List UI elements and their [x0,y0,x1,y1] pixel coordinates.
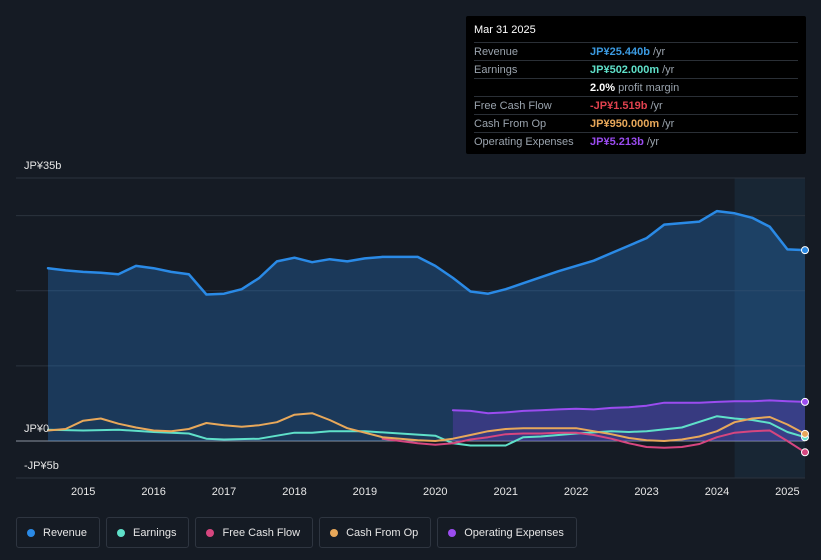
revenue-area [48,211,805,441]
tooltip-row: Operating Expenses JP¥5.213b/yr [474,132,798,150]
cash-from-op-line [47,412,806,442]
legend-label: Cash From Op [346,526,419,539]
free-cash-flow-line [381,429,806,454]
tooltip-row: 2.0% profit margin [474,78,798,96]
x-tick-label: 2019 [353,486,377,498]
operating-expenses-line [451,399,806,415]
x-tick-label: 2020 [423,486,447,498]
legend-dot-icon [330,528,339,537]
x-tick-label: 2023 [634,486,658,498]
x-tick-label: 2018 [282,486,306,498]
tooltip-date: Mar 31 2025 [474,24,536,36]
legend-item-free-cash-flow[interactable]: Free Cash Flow [195,517,314,548]
x-tick-label: 2022 [564,486,588,498]
legend-item-operating-expenses[interactable]: Operating Expenses [437,517,577,548]
tooltip-row-label: Cash From Op [474,117,547,130]
legend-label: Earnings [133,526,177,539]
legend-item-cash-from-op[interactable]: Cash From Op [319,517,432,548]
revenue-endpoint [801,246,809,255]
tooltip-row-unit: /yr [650,99,663,112]
chart-legend: Revenue Earnings Free Cash Flow Cash From O… [16,517,577,548]
operating-expenses-endpoint [801,397,809,406]
tooltip-row-label: Earnings [474,63,518,76]
legend-label: Operating Expenses [464,526,564,539]
legend-label: Free Cash Flow [222,526,301,539]
x-tick-label: 2021 [493,486,517,498]
legend-item-earnings[interactable]: Earnings [106,517,190,548]
earnings-line [47,415,806,447]
tooltip-row: Earnings JP¥502.000m/yr [474,60,798,78]
legend-item-revenue[interactable]: Revenue [16,517,101,548]
x-tick-label: 2015 [71,486,95,498]
tooltip-row-label: Operating Expenses [474,135,574,148]
legend-label: Revenue [43,526,88,539]
tooltip-row: Revenue JP¥25.440b/yr [474,42,798,60]
tooltip-row-value: JP¥5.213b [590,135,644,148]
y-label-bottom: -JP¥5b [24,460,59,472]
y-label-top: JP¥35b [24,160,62,172]
tooltip-row: Free Cash Flow -JP¥1.519b/yr [474,96,798,114]
tooltip-row-unit: /yr [646,135,660,148]
tooltip-row-unit: profit margin [618,81,680,94]
cash-from-op-endpoint [801,429,809,438]
legend-dot-icon [448,528,457,537]
tooltip-rows: Revenue JP¥25.440b/yr Earnings JP¥502.000m /… [474,42,798,150]
legend-dot-icon [206,528,215,537]
series-areas [48,211,805,441]
tooltip-row-label: Revenue [474,45,519,58]
tooltip-row-label: Free Cash Flow [474,99,552,112]
y-label-zero: JP¥0 [24,423,50,435]
tooltip-row-value: -JP¥1.519b [590,99,648,112]
revenue-line [46,209,807,296]
x-tick-label: 2025 [775,486,799,498]
tooltip-row: Cash From Op JP¥950.000m/yr [474,114,798,132]
x-tick-label: 2016 [141,486,165,498]
tooltip-row-value: 2.0% [590,81,616,94]
data-tooltip: Mar 31 2025 Revenue JP¥25.440b/yr Earnings… [466,16,806,154]
tooltip-row-value: JP¥950.000m [590,117,660,130]
legend-dot-icon [117,528,126,537]
gridlines [16,177,805,479]
series-lines [46,209,807,454]
legend-dot-icon [27,528,35,537]
tooltip-row-value: JP¥502.000m [590,63,660,76]
tooltip-row-value: JP¥25.440b [590,45,650,58]
tooltip-row-unit: /yr [652,45,666,58]
free-cash-flow-endpoint [801,448,809,457]
tooltip-row-unit: /yr [662,63,675,76]
x-axis-ticks: 2015 2016 2017 2018 2019 2020 2021 2022 2023 2024… [71,486,800,498]
series-endpoints [801,246,809,457]
tooltip-row-unit: /yr [662,117,675,130]
x-tick-label: 2017 [212,486,236,498]
x-tick-label: 2024 [705,486,729,498]
